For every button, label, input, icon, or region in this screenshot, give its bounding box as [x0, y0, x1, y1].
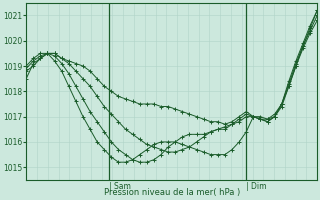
Text: | Sam: | Sam — [109, 182, 131, 191]
Text: | Dim: | Dim — [246, 182, 267, 191]
X-axis label: Pression niveau de la mer( hPa ): Pression niveau de la mer( hPa ) — [104, 188, 240, 197]
